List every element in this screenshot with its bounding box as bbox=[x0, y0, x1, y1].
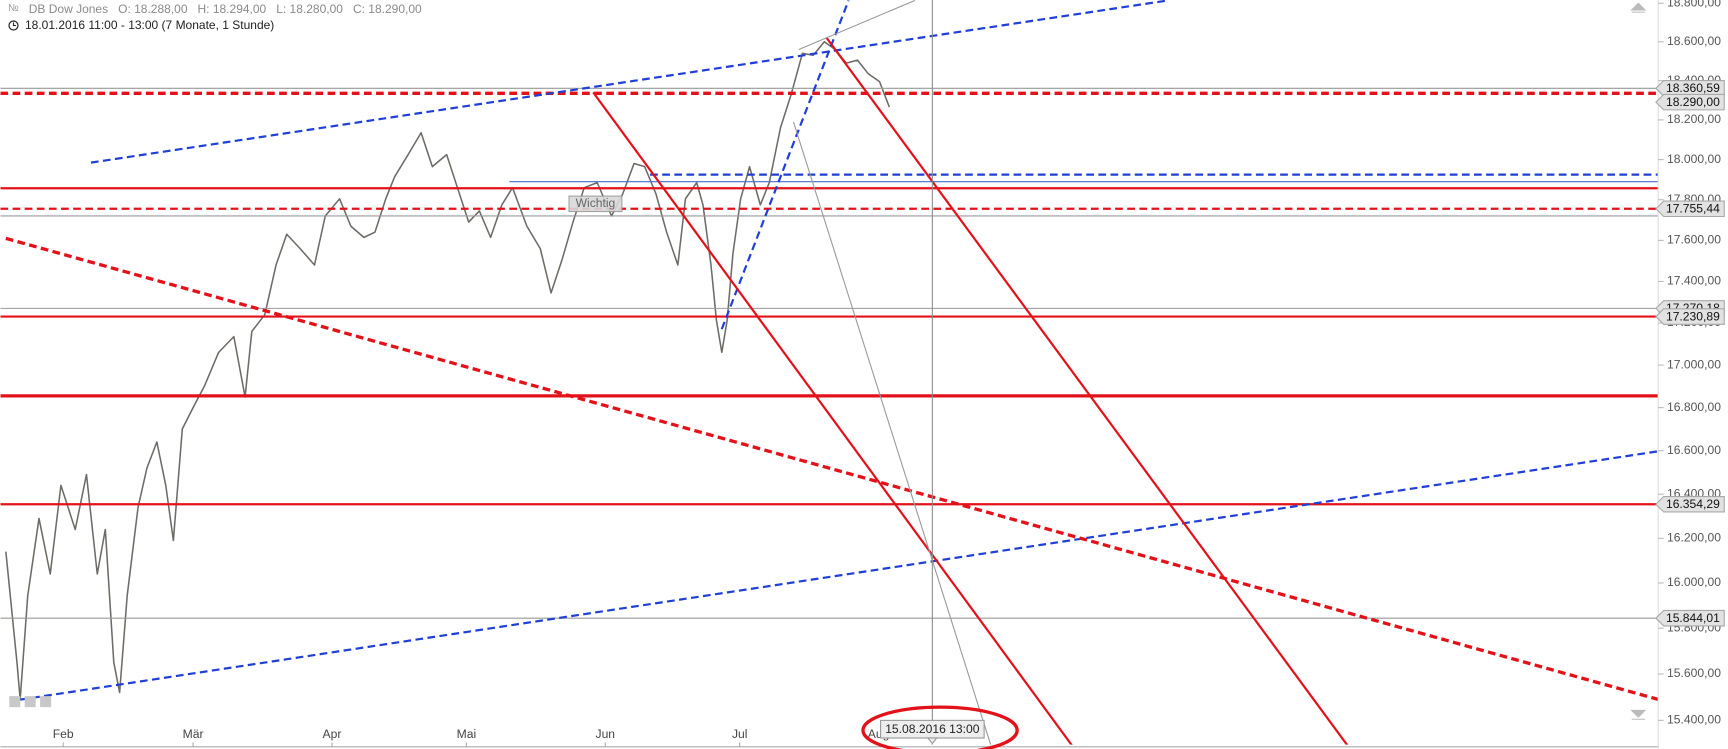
header: № DB Dow Jones O: 18.288,00 H: 18.294,00 L… bbox=[8, 1, 422, 33]
trend-line bbox=[792, 121, 992, 745]
highlight-ellipse bbox=[861, 705, 1019, 749]
y-tick-label: 16.600,00 bbox=[1667, 443, 1721, 457]
clock-icon bbox=[8, 19, 19, 31]
x-tick-label: Jun bbox=[596, 727, 616, 741]
price-label: 18.360,59 bbox=[1666, 81, 1720, 95]
ohlc-value: L: 18.280,00 bbox=[276, 2, 343, 16]
scroll-down-icon[interactable] bbox=[1630, 709, 1647, 720]
price-label: 18.290,00 bbox=[1666, 95, 1720, 109]
y-tick-label: 15.600,00 bbox=[1667, 666, 1721, 680]
annotation-label: Wichtig bbox=[576, 196, 616, 210]
price-label-box bbox=[1655, 609, 1725, 627]
crosshair-pointer bbox=[926, 737, 938, 745]
crosshair-label: 15.08.2016 13:00 bbox=[885, 722, 980, 736]
y-tick-label: 16.800,00 bbox=[1667, 400, 1721, 414]
price-label: 16.354,29 bbox=[1666, 497, 1720, 511]
x-tick-label: Jul bbox=[732, 727, 747, 741]
y-tick-label: 17.600,00 bbox=[1667, 233, 1721, 247]
trend-line bbox=[592, 91, 1073, 745]
y-tick-label: 17.000,00 bbox=[1667, 357, 1721, 371]
ohlc-value: C: 18.290,00 bbox=[352, 2, 422, 16]
instrument-icon: № bbox=[8, 3, 19, 14]
price-label-box bbox=[1655, 80, 1725, 97]
plot-area: Wichtig bbox=[0, 0, 1659, 745]
price-label-box bbox=[1655, 93, 1725, 111]
annotation-box bbox=[568, 195, 623, 213]
tool-icon[interactable] bbox=[9, 696, 21, 708]
price-label-box bbox=[1655, 308, 1725, 325]
ohlc-value: H: 18.294,00 bbox=[197, 2, 267, 16]
x-tick-label: Mär bbox=[183, 727, 204, 741]
period-row: 18.01.2016 11:00 - 13:00 (7 Monate, 1 St… bbox=[8, 17, 422, 33]
y-tick-label: 17.400,00 bbox=[1667, 274, 1721, 288]
trend-line bbox=[825, 37, 1349, 745]
price-label-box bbox=[1655, 200, 1725, 218]
y-tick-label: 16.200,00 bbox=[1667, 531, 1721, 545]
period-subtitle: 18.01.2016 11:00 - 13:00 (7 Monate, 1 St… bbox=[25, 18, 275, 32]
y-tick-label: 16.000,00 bbox=[1667, 575, 1721, 589]
y-tick-label: 15.400,00 bbox=[1667, 713, 1721, 727]
price-label: 17.755,44 bbox=[1666, 202, 1720, 216]
trend-line bbox=[19, 450, 1659, 701]
trend-line bbox=[798, 0, 916, 50]
x-tick-label: Mai bbox=[457, 727, 477, 741]
ohlc-value: O: 18.288,00 bbox=[118, 2, 188, 16]
price-label: 15.844,01 bbox=[1666, 611, 1720, 625]
price-label-box bbox=[1655, 495, 1725, 513]
y-tick-label: 18.200,00 bbox=[1667, 112, 1721, 126]
y-tick-label: 18.000,00 bbox=[1667, 152, 1721, 166]
trend-line bbox=[5, 236, 1659, 702]
tool-icon[interactable] bbox=[24, 696, 36, 708]
trend-line bbox=[720, 0, 850, 330]
price-label: 17.230,89 bbox=[1666, 309, 1720, 323]
y-tick-label: 18.600,00 bbox=[1667, 34, 1721, 48]
header-row: № DB Dow Jones O: 18.288,00 H: 18.294,00 L… bbox=[8, 1, 422, 17]
x-tick-label: Feb bbox=[53, 727, 74, 741]
scroll-up-icon[interactable] bbox=[1630, 2, 1647, 13]
x-tick-label: Apr bbox=[323, 727, 342, 741]
tool-icon[interactable] bbox=[40, 696, 52, 708]
y-tick-label: 18.800,00 bbox=[1667, 0, 1721, 10]
instrument-title: DB Dow Jones bbox=[28, 2, 109, 16]
